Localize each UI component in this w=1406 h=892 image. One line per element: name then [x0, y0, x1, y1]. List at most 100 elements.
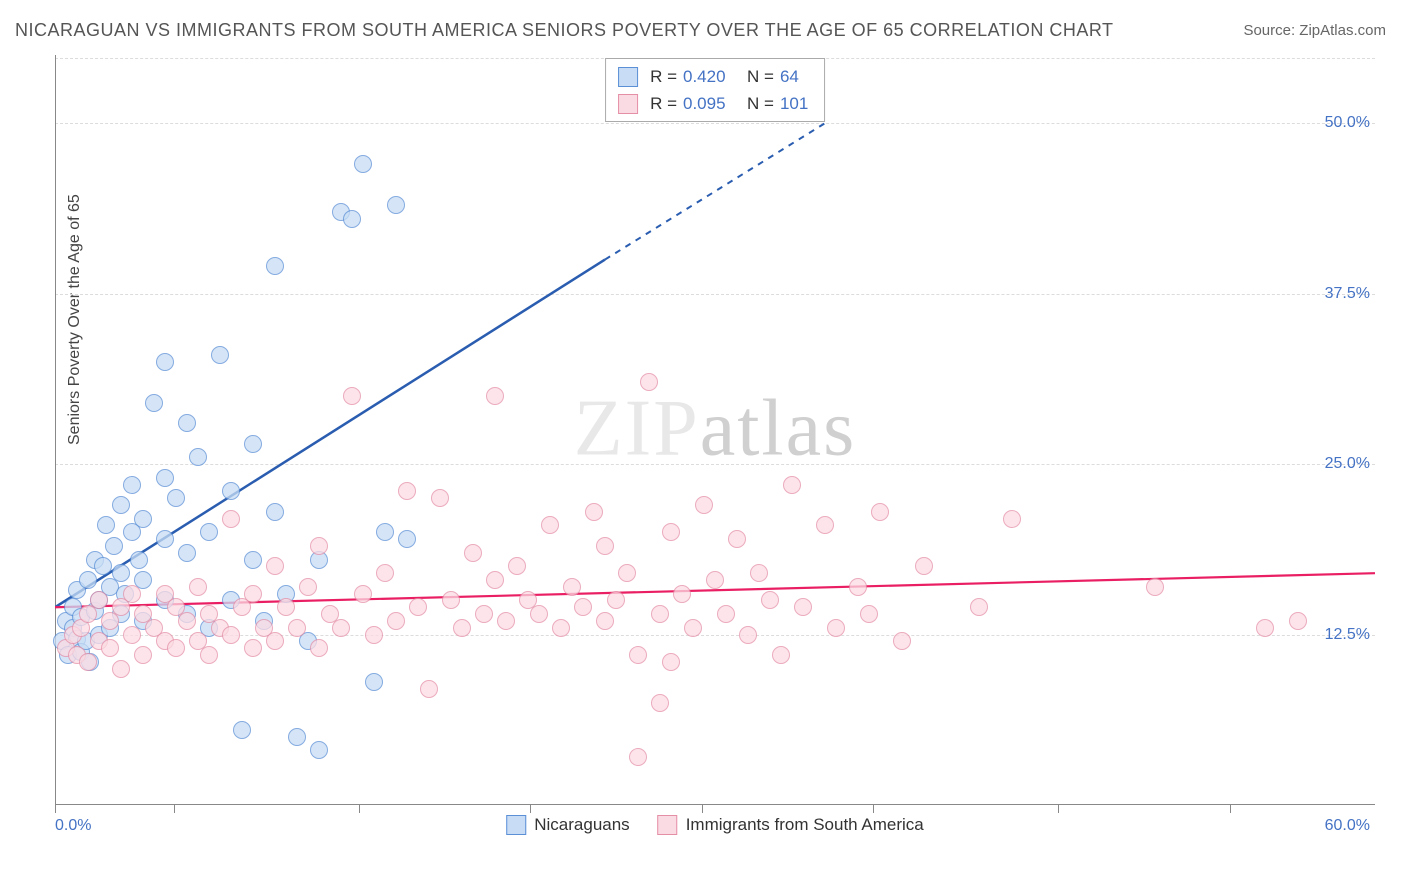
data-point	[1146, 578, 1164, 596]
data-point	[200, 646, 218, 664]
r-value-1: 0.420	[683, 63, 735, 90]
data-point	[431, 489, 449, 507]
legend-label-2: Immigrants from South America	[686, 815, 924, 835]
data-point	[189, 448, 207, 466]
data-point	[244, 585, 262, 603]
data-point	[508, 557, 526, 575]
n-value-1: 64	[780, 63, 812, 90]
data-point	[827, 619, 845, 637]
data-point	[794, 598, 812, 616]
data-point	[310, 639, 328, 657]
data-point	[398, 482, 416, 500]
swatch-series-1	[618, 67, 638, 87]
swatch-series-2	[618, 94, 638, 114]
data-point	[1289, 612, 1307, 630]
r-value-2: 0.095	[683, 90, 735, 117]
data-point	[486, 387, 504, 405]
data-point	[233, 721, 251, 739]
y-axis	[55, 55, 56, 805]
data-point	[772, 646, 790, 664]
n-label: N =	[747, 90, 774, 117]
watermark: ZIPatlas	[574, 384, 857, 475]
data-point	[189, 578, 207, 596]
data-point	[497, 612, 515, 630]
data-point	[409, 598, 427, 616]
data-point	[541, 516, 559, 534]
data-point	[200, 523, 218, 541]
data-point	[475, 605, 493, 623]
data-point	[112, 660, 130, 678]
data-point	[123, 585, 141, 603]
data-point	[915, 557, 933, 575]
data-point	[178, 544, 196, 562]
data-point	[398, 530, 416, 548]
data-point	[94, 557, 112, 575]
data-point	[816, 516, 834, 534]
data-point	[288, 728, 306, 746]
n-label: N =	[747, 63, 774, 90]
y-tick-label: 25.0%	[1325, 455, 1370, 473]
data-point	[123, 626, 141, 644]
data-point	[486, 571, 504, 589]
data-point	[453, 619, 471, 637]
data-point	[387, 612, 405, 630]
data-point	[684, 619, 702, 637]
data-point	[354, 155, 372, 173]
data-point	[893, 632, 911, 650]
data-point	[651, 605, 669, 623]
data-point	[266, 503, 284, 521]
r-label: R =	[650, 90, 677, 117]
data-point	[585, 503, 603, 521]
legend-item-2: Immigrants from South America	[658, 815, 924, 835]
y-tick-label: 12.5%	[1325, 626, 1370, 644]
data-point	[662, 653, 680, 671]
data-point	[365, 626, 383, 644]
y-tick-label: 37.5%	[1325, 285, 1370, 303]
data-point	[970, 598, 988, 616]
n-value-2: 101	[780, 90, 812, 117]
swatch-icon	[658, 815, 678, 835]
data-point	[343, 210, 361, 228]
data-point	[695, 496, 713, 514]
data-point	[112, 496, 130, 514]
data-point	[310, 537, 328, 555]
data-point	[288, 619, 306, 637]
data-point	[871, 503, 889, 521]
data-point	[629, 646, 647, 664]
data-point	[563, 578, 581, 596]
data-point	[717, 605, 735, 623]
data-point	[266, 257, 284, 275]
data-point	[574, 598, 592, 616]
data-point	[343, 387, 361, 405]
data-point	[79, 571, 97, 589]
data-point	[178, 612, 196, 630]
stats-legend: R = 0.420 N = 64 R = 0.095 N = 101	[605, 58, 825, 122]
data-point	[101, 639, 119, 657]
x-axis	[55, 804, 1375, 805]
data-point	[266, 632, 284, 650]
data-point	[849, 578, 867, 596]
data-point	[596, 612, 614, 630]
data-point	[662, 523, 680, 541]
data-point	[332, 619, 350, 637]
data-point	[728, 530, 746, 548]
data-point	[145, 394, 163, 412]
data-point	[211, 346, 229, 364]
data-point	[706, 571, 724, 589]
data-point	[134, 510, 152, 528]
data-point	[178, 414, 196, 432]
data-point	[79, 653, 97, 671]
data-point	[387, 196, 405, 214]
data-point	[222, 482, 240, 500]
y-axis-label: Seniors Poverty Over the Age of 65	[66, 194, 84, 445]
data-point	[1003, 510, 1021, 528]
plot-area: Seniors Poverty Over the Age of 65 ZIPat…	[55, 55, 1375, 835]
data-point	[376, 523, 394, 541]
data-point	[739, 626, 757, 644]
legend-label-1: Nicaraguans	[534, 815, 629, 835]
data-point	[783, 476, 801, 494]
r-label: R =	[650, 63, 677, 90]
data-point	[442, 591, 460, 609]
data-point	[244, 435, 262, 453]
data-point	[310, 741, 328, 759]
